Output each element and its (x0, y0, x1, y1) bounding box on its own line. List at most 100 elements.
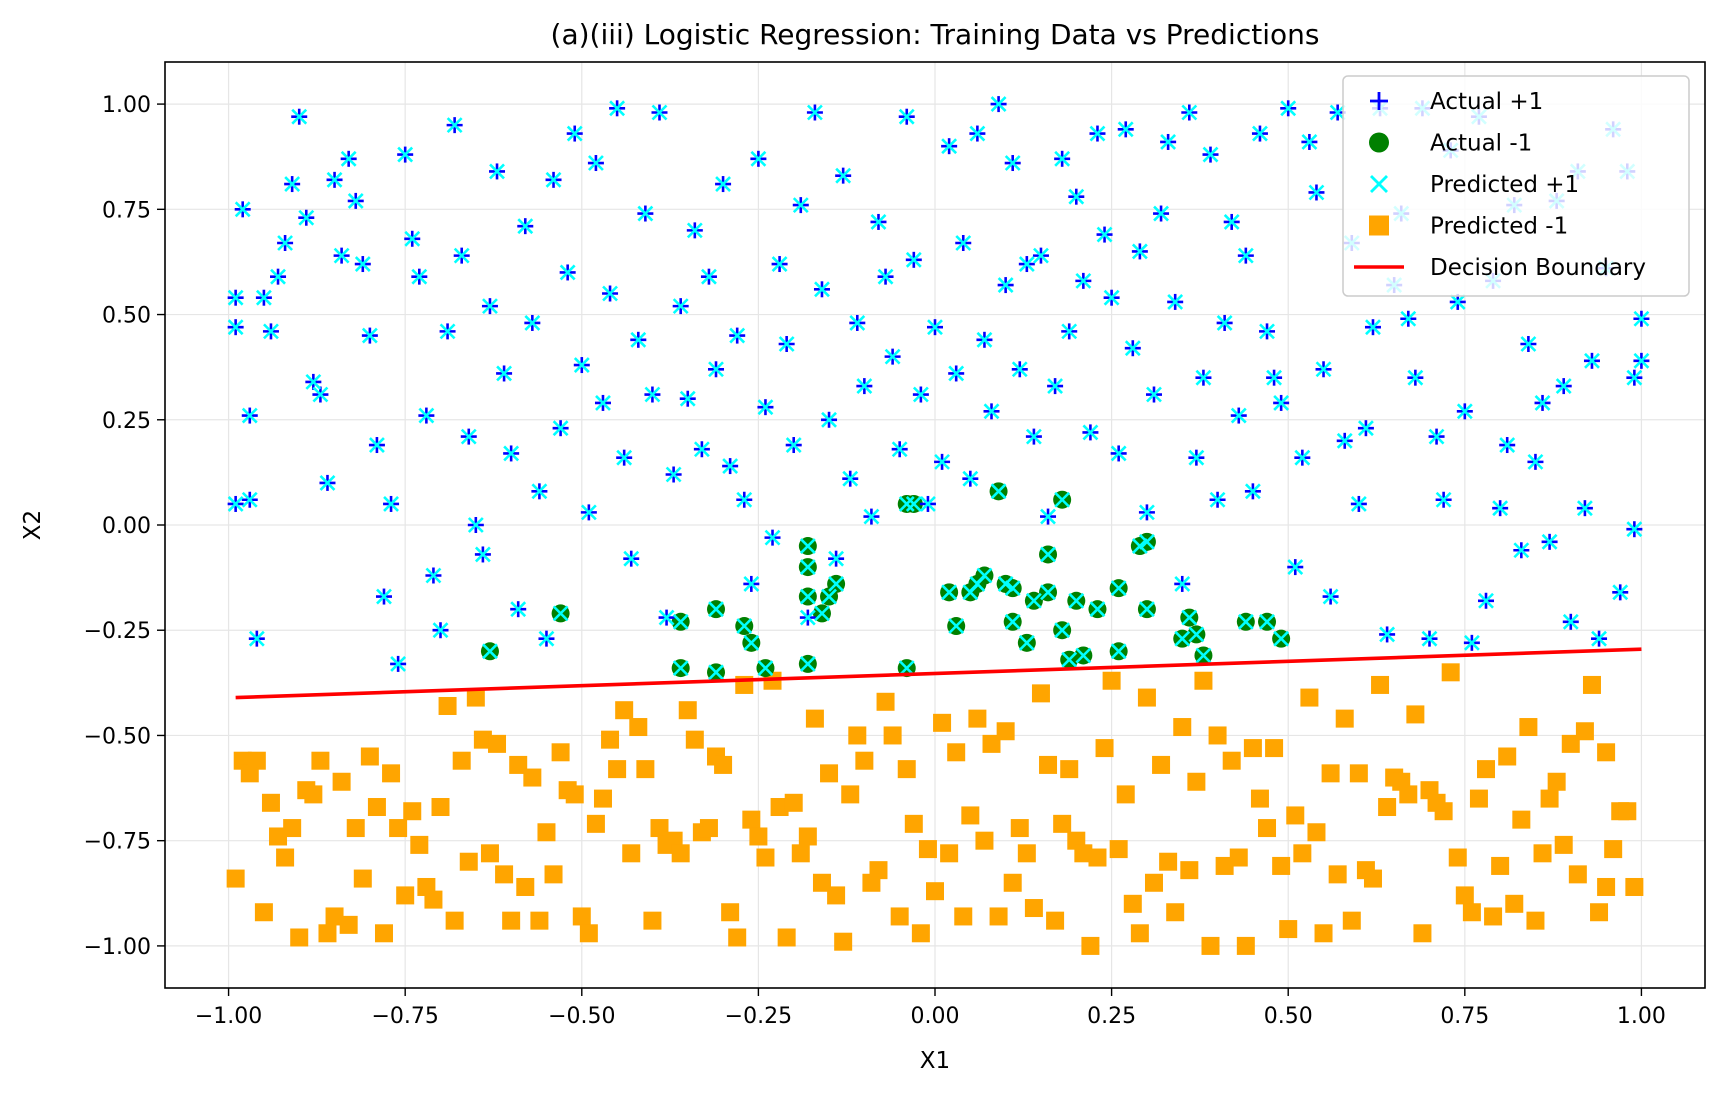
x-stroke-2 (248, 630, 265, 647)
x-stroke-2 (446, 117, 463, 134)
x-stroke-2 (941, 138, 958, 155)
x-tick-label: −1.00 (195, 1004, 262, 1029)
predicted-pos-point (1492, 500, 1509, 517)
predicted-pos-point (227, 319, 244, 336)
x-stroke-2 (934, 453, 950, 470)
predicted-neg-point (699, 819, 718, 838)
x-stroke-2 (510, 601, 527, 618)
predicted-neg-point (544, 865, 563, 884)
predicted-pos-point (425, 567, 442, 584)
predicted-pos-point (884, 348, 901, 365)
predicted-pos-point (1195, 369, 1212, 386)
predicted-pos-point (1365, 319, 1381, 336)
x-stroke-2 (672, 298, 689, 315)
legend-label: Predicted -1 (1430, 214, 1568, 240)
x-stroke-2 (955, 235, 972, 251)
x-stroke-2 (1181, 609, 1198, 626)
predicted-neg-point (685, 730, 704, 749)
predicted-pos-point (1181, 104, 1198, 121)
predicted-pos-point (587, 155, 604, 171)
x-stroke-2 (799, 588, 816, 605)
predicted-neg-point (480, 844, 499, 863)
predicted-neg-point (502, 911, 521, 930)
predicted-pos-point (1301, 134, 1318, 150)
x-stroke-2 (1541, 533, 1558, 550)
x-stroke-2 (524, 315, 541, 331)
predicted-neg-point (996, 722, 1015, 741)
predicted-neg-point (551, 743, 570, 762)
predicted-pos-point (1463, 634, 1480, 651)
predicted-neg-point (728, 928, 747, 947)
predicted-pos-point (241, 491, 258, 508)
x-stroke-2 (1633, 352, 1650, 369)
predicted-pos-point (1266, 369, 1283, 386)
x-stroke-2 (1096, 226, 1113, 243)
predicted-neg-point (1222, 751, 1241, 770)
x-stroke-2 (778, 336, 795, 352)
predicted-pos-point (1499, 437, 1516, 453)
predicted-neg-point (926, 882, 944, 901)
predicted-neg-point (572, 907, 591, 926)
x-stroke-2 (630, 331, 647, 348)
x-stroke-2 (757, 399, 774, 416)
x-stroke-2 (503, 445, 520, 462)
predicted-neg-point (1053, 814, 1072, 833)
predicted-pos-point (743, 576, 760, 592)
predicted-pos-point (1626, 369, 1643, 386)
predicted-neg-point (304, 785, 323, 804)
predicted-neg-point (1258, 819, 1277, 838)
predicted-pos-point (799, 559, 816, 576)
predicted-pos-point (340, 150, 357, 167)
predicted-pos-point (1139, 533, 1155, 550)
predicted-neg-point (1533, 844, 1552, 863)
predicted-neg-point (777, 928, 796, 947)
x-stroke-2 (1357, 420, 1374, 437)
predicted-pos-point (503, 445, 520, 462)
x-stroke-2 (1555, 378, 1572, 395)
predicted-neg-point (671, 844, 690, 863)
predicted-neg-point (389, 819, 408, 838)
predicted-neg-point (1434, 802, 1453, 821)
x-stroke-2 (474, 546, 491, 563)
x-stroke-2 (736, 618, 753, 634)
predicted-neg-point (1505, 894, 1524, 913)
predicted-pos-point (305, 373, 322, 390)
x-stroke-2 (799, 655, 816, 672)
predicted-neg-point (1265, 739, 1284, 758)
x-stroke-2 (1478, 592, 1494, 609)
predicted-pos-point (877, 268, 894, 285)
predicted-pos-point (934, 453, 950, 470)
x-stroke-2 (1209, 491, 1226, 508)
predicted-pos-point (1216, 315, 1233, 331)
x-stroke-2 (580, 504, 597, 521)
x-stroke-2 (1350, 496, 1367, 512)
x-stroke-2 (587, 155, 604, 171)
predicted-pos-point (1181, 609, 1198, 626)
predicted-pos-point (227, 496, 244, 512)
predicted-pos-point (1047, 378, 1064, 395)
x-stroke-2 (609, 100, 626, 117)
x-tick-label: 0.00 (911, 1004, 960, 1029)
predicted-pos-point (248, 630, 265, 647)
x-stroke-2 (672, 660, 689, 677)
x-stroke-2 (1167, 293, 1184, 310)
x-stroke-2 (743, 576, 760, 592)
x-stroke-2 (1160, 134, 1177, 150)
predicted-pos-point (1273, 395, 1290, 411)
predicted-pos-point (446, 117, 463, 134)
x-stroke-2 (1061, 323, 1078, 340)
x-stroke-2 (828, 576, 845, 592)
decision-boundary-layer (235, 647, 1642, 700)
predicted-neg-point (1229, 848, 1248, 867)
predicted-pos-point (672, 613, 689, 630)
predicted-neg-point (721, 903, 740, 922)
predicted-pos-point (333, 247, 350, 264)
predicted-neg-point (1477, 760, 1496, 779)
predicted-pos-point (538, 630, 555, 647)
x-stroke-2 (856, 378, 873, 395)
predicted-neg-point (530, 911, 549, 930)
y-tick-label: −1.00 (84, 935, 151, 960)
predicted-pos-point (284, 176, 301, 192)
predicted-neg-point (1201, 936, 1220, 955)
